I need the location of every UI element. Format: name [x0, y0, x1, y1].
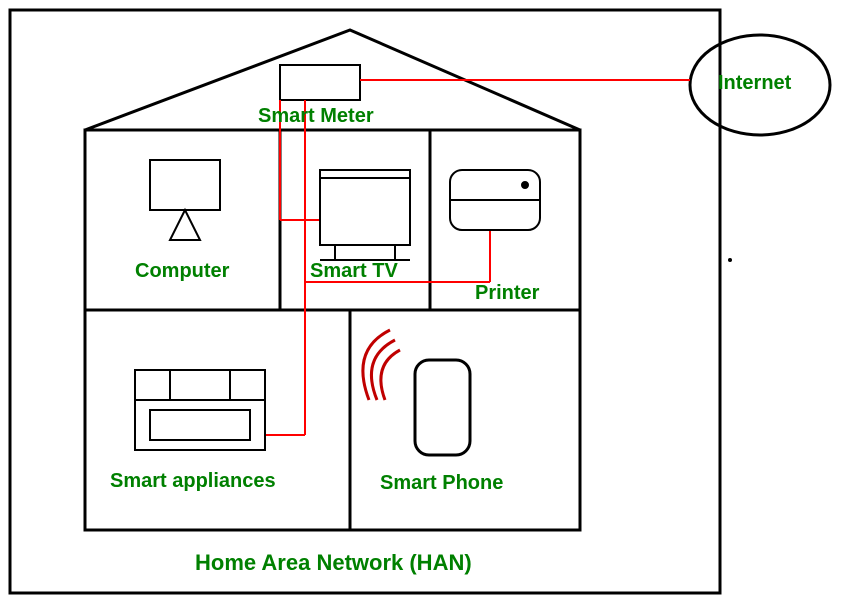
- printer-label: Printer: [475, 282, 539, 305]
- appliance-icon: [135, 370, 265, 450]
- smart-meter-icon: [280, 65, 360, 100]
- smart-phone-label: Smart Phone: [380, 472, 503, 495]
- diagram-title: Home Area Network (HAN): [195, 550, 472, 576]
- internet-label: Internet: [718, 72, 791, 95]
- printer-icon: [450, 170, 540, 230]
- tv-icon: [320, 170, 410, 260]
- phone-icon: [415, 360, 470, 455]
- computer-label: Computer: [135, 260, 229, 283]
- smart-appliances-label: Smart appliances: [110, 470, 276, 493]
- smart-tv-label: Smart TV: [310, 260, 398, 283]
- computer-icon: [150, 160, 220, 240]
- network-edges: [265, 80, 690, 435]
- outer-border: [10, 10, 720, 593]
- wifi-icon: [363, 330, 400, 400]
- smart-meter-label: Smart Meter: [258, 105, 374, 128]
- dot: [728, 258, 732, 262]
